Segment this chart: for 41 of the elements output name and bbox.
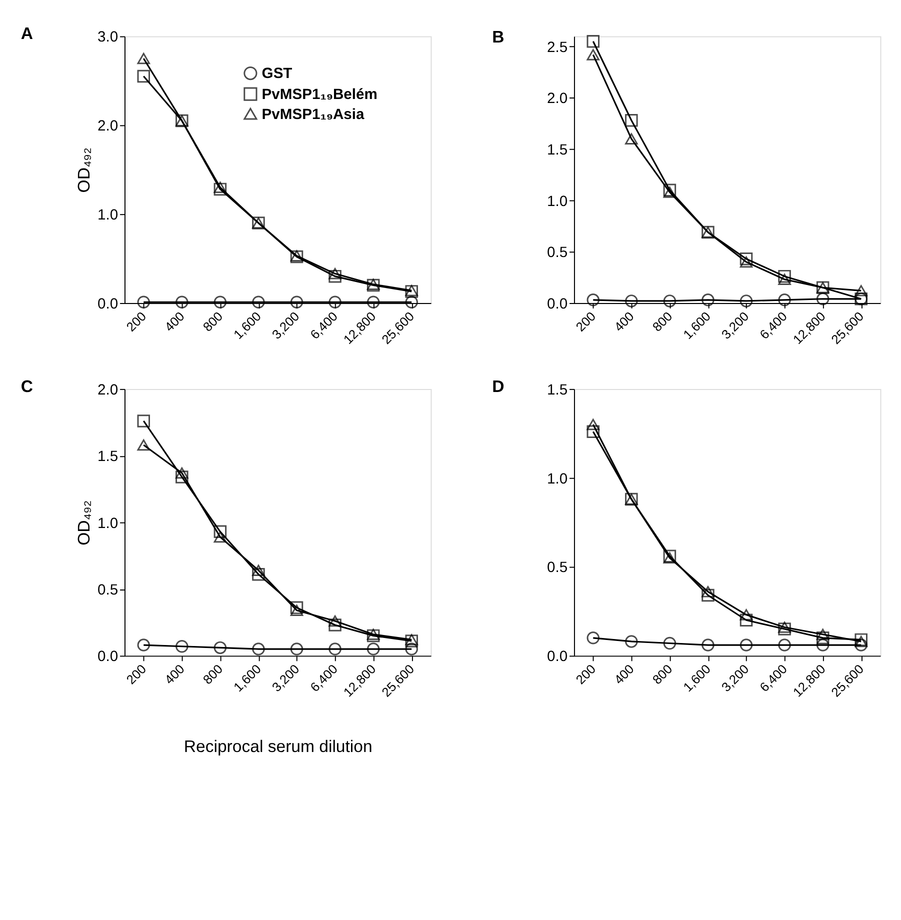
x-tick-label: 400: [162, 308, 188, 334]
y-tick-label: 2.0: [97, 382, 118, 398]
y-tick-label: 0.5: [546, 245, 568, 262]
y-tick-label: 1.5: [97, 449, 118, 466]
chart-title: C: [20, 376, 34, 396]
y-tick-label: 1.0: [97, 516, 118, 532]
y-tick-label: 2.0: [546, 91, 568, 108]
y-tick-label: 1.5: [546, 382, 568, 398]
x-tick-label: 200: [572, 661, 599, 688]
x-tick-label: 400: [611, 661, 637, 688]
y-tick-label: 0.0: [546, 649, 568, 666]
y-tick-label: 1.0: [546, 471, 568, 488]
x-axis-title: Reciprocal serum dilution: [184, 737, 372, 756]
x-tick-label: 800: [200, 661, 226, 688]
y-tick-label: 0.5: [546, 560, 568, 576]
y-tick-label: 0.0: [546, 296, 568, 312]
legend-label: PvMSP1₁₉Asia: [262, 106, 366, 123]
legend-label: PvMSP1₁₉Belém: [262, 86, 378, 103]
y-tick-label: 0.0: [97, 649, 118, 666]
x-tick-label: 200: [123, 308, 150, 334]
x-tick-label: 400: [162, 661, 188, 688]
y-tick-label: 0.0: [97, 296, 118, 312]
x-tick-label: 200: [123, 661, 150, 688]
y-tick-label: 2.5: [546, 40, 568, 56]
y-tick-label: 3.0: [97, 30, 118, 46]
chart-title: A: [20, 24, 34, 44]
y-tick-label: 1.5: [546, 142, 568, 159]
x-tick-label: 800: [649, 308, 676, 334]
y-tick-label: 1.0: [97, 208, 118, 224]
y-axis-title: OD₄₉₂: [74, 148, 94, 193]
x-tick-label: 400: [611, 308, 637, 334]
chart-title: D: [492, 376, 504, 396]
y-tick-label: 2.0: [97, 118, 118, 135]
chart-title: B: [492, 28, 504, 47]
x-tick-label: 800: [649, 661, 676, 688]
x-tick-label: 800: [200, 308, 226, 334]
y-tick-label: 0.5: [97, 582, 118, 598]
legend-label: GST: [262, 66, 292, 82]
x-tick-label: 200: [572, 308, 599, 334]
y-tick-label: 1.0: [546, 194, 568, 210]
y-axis-title: OD₄₉₂: [74, 500, 94, 546]
